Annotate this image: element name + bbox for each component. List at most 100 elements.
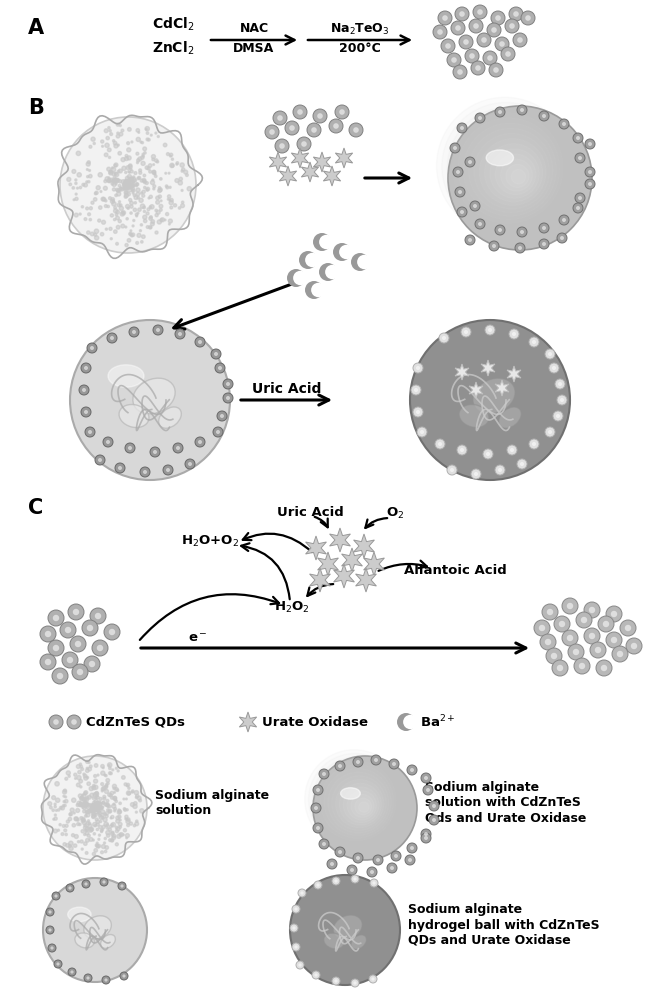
- Circle shape: [126, 218, 129, 220]
- Circle shape: [146, 138, 149, 141]
- Circle shape: [77, 775, 81, 780]
- Circle shape: [149, 216, 152, 218]
- Circle shape: [96, 828, 98, 831]
- Circle shape: [123, 182, 127, 187]
- Circle shape: [319, 839, 329, 849]
- Circle shape: [84, 974, 92, 982]
- Circle shape: [92, 803, 95, 805]
- Circle shape: [76, 765, 80, 768]
- Polygon shape: [330, 528, 350, 552]
- Circle shape: [119, 132, 123, 136]
- Circle shape: [142, 155, 144, 157]
- Circle shape: [125, 154, 128, 157]
- Circle shape: [290, 875, 400, 985]
- Circle shape: [106, 440, 110, 444]
- Circle shape: [89, 207, 92, 210]
- Circle shape: [127, 188, 132, 192]
- Circle shape: [109, 130, 111, 132]
- Circle shape: [545, 639, 551, 645]
- Circle shape: [103, 437, 113, 447]
- Circle shape: [105, 153, 108, 157]
- Circle shape: [470, 201, 480, 211]
- Circle shape: [573, 133, 583, 143]
- Circle shape: [110, 817, 112, 819]
- Circle shape: [332, 776, 387, 830]
- Circle shape: [83, 774, 87, 778]
- Circle shape: [626, 638, 642, 654]
- Circle shape: [67, 715, 81, 729]
- Circle shape: [88, 170, 90, 171]
- Circle shape: [442, 15, 448, 21]
- Circle shape: [96, 845, 98, 847]
- Circle shape: [316, 826, 320, 830]
- Circle shape: [151, 155, 155, 159]
- Polygon shape: [481, 360, 495, 376]
- Circle shape: [93, 807, 96, 810]
- Circle shape: [123, 180, 128, 185]
- Circle shape: [314, 973, 318, 977]
- Circle shape: [297, 137, 311, 151]
- Circle shape: [447, 108, 567, 227]
- Circle shape: [81, 363, 91, 373]
- Circle shape: [69, 812, 72, 816]
- Circle shape: [512, 332, 516, 336]
- Circle shape: [118, 151, 121, 155]
- Circle shape: [170, 206, 173, 209]
- Ellipse shape: [100, 935, 115, 948]
- Circle shape: [102, 801, 105, 804]
- Circle shape: [82, 820, 86, 825]
- Circle shape: [153, 325, 163, 335]
- Circle shape: [76, 804, 79, 807]
- Circle shape: [101, 816, 104, 819]
- Circle shape: [94, 785, 98, 789]
- Circle shape: [96, 802, 98, 805]
- Circle shape: [120, 187, 122, 189]
- Circle shape: [104, 813, 107, 815]
- Circle shape: [484, 144, 543, 202]
- Circle shape: [568, 644, 584, 660]
- Circle shape: [576, 612, 592, 628]
- Circle shape: [292, 905, 300, 913]
- Circle shape: [129, 184, 133, 186]
- Circle shape: [65, 833, 68, 836]
- Circle shape: [87, 807, 90, 810]
- Circle shape: [66, 820, 70, 823]
- Circle shape: [114, 810, 116, 812]
- Circle shape: [269, 129, 275, 135]
- Circle shape: [390, 866, 394, 870]
- Circle shape: [100, 829, 103, 832]
- Circle shape: [84, 776, 88, 780]
- Text: Urate Oxidase: Urate Oxidase: [262, 716, 368, 728]
- Circle shape: [102, 145, 103, 147]
- Circle shape: [534, 620, 550, 636]
- Circle shape: [520, 230, 524, 234]
- Ellipse shape: [108, 365, 144, 387]
- Circle shape: [92, 814, 96, 818]
- Circle shape: [319, 769, 329, 779]
- Circle shape: [133, 185, 135, 187]
- Circle shape: [159, 188, 162, 192]
- Circle shape: [156, 210, 160, 214]
- Circle shape: [108, 177, 110, 179]
- Circle shape: [107, 782, 109, 785]
- Circle shape: [116, 225, 120, 229]
- Ellipse shape: [351, 935, 366, 949]
- Circle shape: [155, 132, 157, 134]
- Circle shape: [92, 809, 94, 811]
- Circle shape: [112, 836, 116, 840]
- Circle shape: [116, 210, 119, 214]
- Circle shape: [132, 192, 134, 194]
- Circle shape: [74, 777, 76, 779]
- Circle shape: [153, 450, 157, 454]
- Circle shape: [123, 974, 125, 978]
- Circle shape: [119, 206, 123, 210]
- Circle shape: [474, 133, 549, 209]
- Circle shape: [471, 469, 481, 479]
- Circle shape: [144, 152, 146, 154]
- Circle shape: [107, 179, 111, 183]
- Text: Uric Acid: Uric Acid: [253, 382, 322, 396]
- Circle shape: [520, 108, 524, 112]
- Circle shape: [426, 788, 430, 792]
- Circle shape: [226, 396, 230, 400]
- Circle shape: [483, 449, 493, 459]
